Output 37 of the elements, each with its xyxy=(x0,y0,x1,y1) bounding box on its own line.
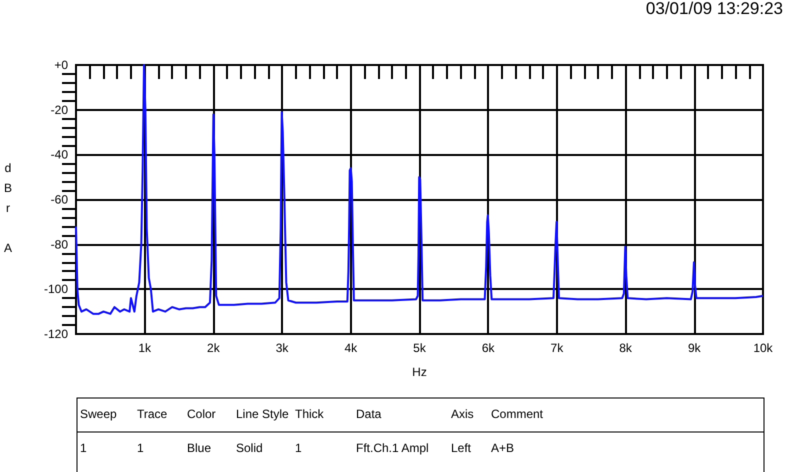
text: Sweep xyxy=(80,407,118,421)
text: Data xyxy=(356,407,382,421)
text: Trace xyxy=(137,407,168,421)
text: 03/01/09 13:29:23 xyxy=(646,0,784,18)
text: Color xyxy=(187,407,216,421)
x-tick-label: 4k xyxy=(344,341,358,355)
y-tick-label: -120 xyxy=(44,327,68,341)
text: Comment xyxy=(491,407,544,421)
text: dBr A xyxy=(4,161,12,255)
x-tick-label: 10k xyxy=(753,341,774,355)
x-tick-label: 9k xyxy=(688,341,702,355)
y-tick-label: -20 xyxy=(50,102,68,117)
text: Left xyxy=(451,441,472,455)
text: A+B xyxy=(491,441,514,455)
x-tick-label: 3k xyxy=(276,341,290,355)
x-tick-label: 6k xyxy=(482,341,496,355)
text: Thick xyxy=(295,407,325,421)
text: Blue xyxy=(187,441,212,455)
x-tick-label: 1k xyxy=(138,341,152,355)
line-series xyxy=(75,64,764,315)
x-tick-label: 5k xyxy=(413,341,427,355)
y-tick-label: -60 xyxy=(50,192,68,206)
x-tick-label: 7k xyxy=(550,341,564,355)
text: Line Style xyxy=(236,407,290,421)
text: Axis xyxy=(451,407,474,421)
y-tick-label: +0 xyxy=(54,58,68,72)
text: Fft.Ch.1 Ampl xyxy=(356,441,429,455)
text: Solid xyxy=(236,441,263,455)
text: 1 xyxy=(80,441,87,455)
y-tick-label: -100 xyxy=(44,282,68,296)
y-tick-label: -40 xyxy=(50,148,68,162)
x-axis-title: Hz xyxy=(412,365,427,379)
x-tick-label: 2k xyxy=(207,341,221,355)
text: 1 xyxy=(295,441,302,455)
y-tick-label: -80 xyxy=(50,237,68,252)
x-tick-label: 8k xyxy=(619,341,633,355)
text: 1 xyxy=(137,441,144,455)
